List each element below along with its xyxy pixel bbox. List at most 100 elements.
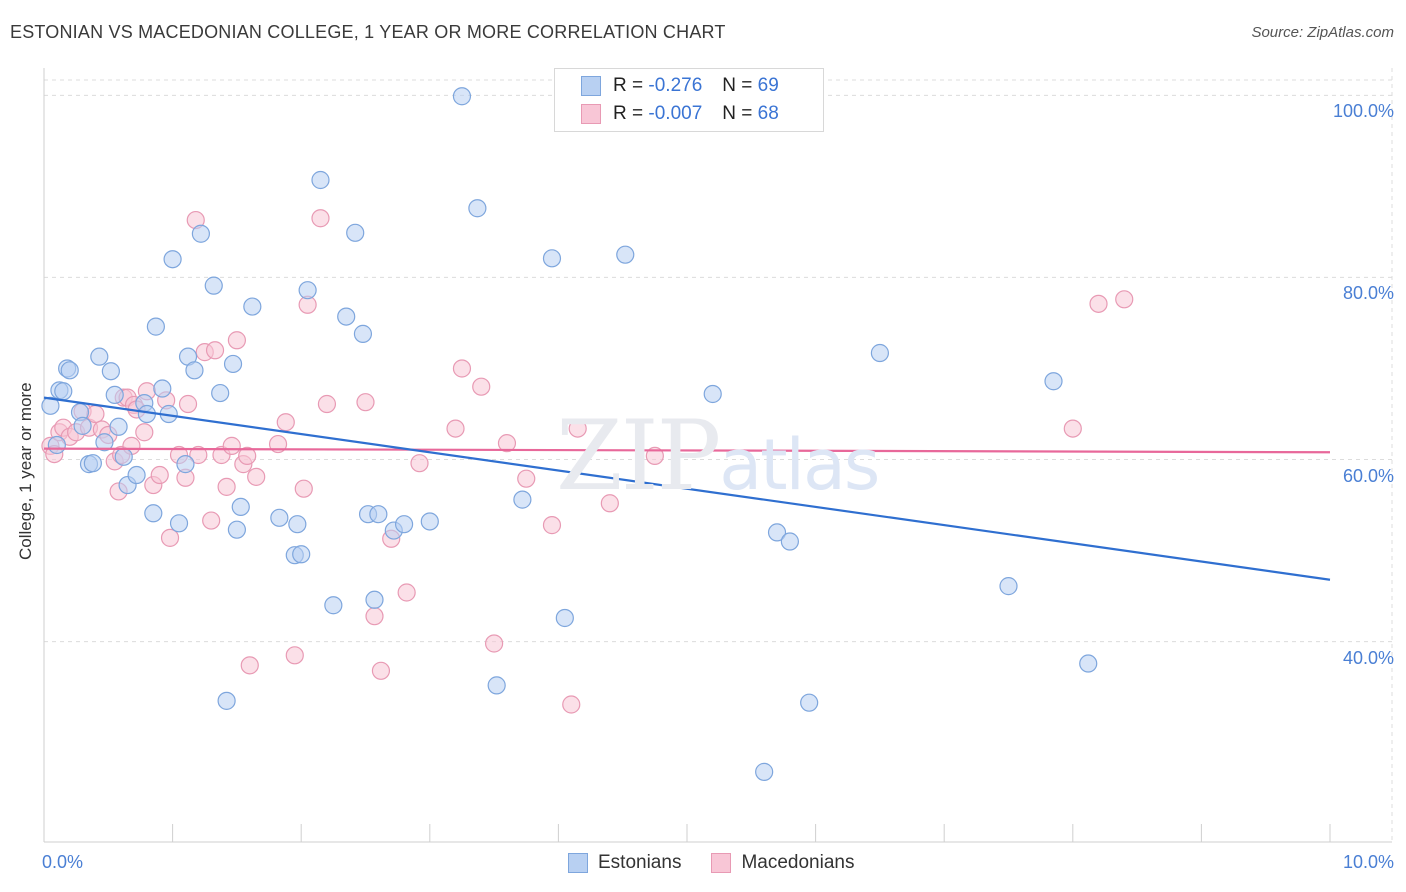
estonians-point-56: [513, 490, 532, 509]
estonians-point-37: [270, 508, 289, 527]
legend-n-label: N =: [722, 75, 753, 96]
estonians-point-46: [353, 324, 373, 343]
macedonians-point-22: [150, 465, 169, 485]
legend-r-label: R =: [613, 75, 644, 96]
y-axis-label: College, 1 year or more: [16, 382, 35, 560]
watermark: ZIPatlas: [556, 400, 880, 512]
estonians-point-33: [223, 354, 243, 374]
estonians-point-22: [153, 379, 172, 398]
estonians-point-29: [191, 224, 210, 243]
estonians-point-43: [324, 596, 343, 615]
x-tick-label-1: 10.0%: [1342, 852, 1394, 872]
estonians-point-65: [870, 343, 890, 363]
macedonians-point-60: [542, 516, 562, 535]
estonians-point-14: [109, 417, 128, 436]
estonians-point-21: [146, 317, 165, 336]
y-axis-label-wrap: College, 1 year or more: [16, 382, 36, 760]
macedonians-point-27: [178, 394, 198, 414]
series-legend-estonians[interactable]: Estonians: [568, 852, 681, 874]
macedonians-point-42: [276, 413, 295, 432]
macedonians-trend-line: [43, 447, 1331, 454]
series-label-estonians: Estonians: [598, 852, 682, 873]
macedonians-point-58: [497, 434, 517, 453]
estonians-point-32: [217, 691, 236, 710]
estonians-points: [41, 87, 1098, 781]
watermark-atlas: atlas: [719, 424, 880, 506]
macedonians-point-63: [600, 494, 619, 513]
y-tick-label-3: 100.0%: [1332, 101, 1394, 122]
estonians-point-66: [999, 577, 1018, 596]
series-swatch-blue: [568, 853, 588, 873]
estonians-point-28: [185, 361, 204, 380]
estonians-point-24: [163, 250, 182, 269]
macedonians-point-62: [568, 419, 587, 438]
macedonians-point-35: [222, 436, 241, 455]
estonians-point-12: [101, 362, 120, 381]
estonians-point-51: [394, 515, 414, 534]
estonians-point-54: [468, 199, 487, 218]
macedonians-point-59: [517, 469, 536, 488]
estonians-point-20: [144, 504, 163, 523]
axes: [43, 68, 1392, 843]
chart-title: ESTONIAN VS MACEDONIAN COLLEGE, 1 YEAR O…: [10, 22, 726, 42]
estonians-point-0: [41, 396, 60, 415]
macedonians-point-24: [160, 528, 180, 547]
estonians-point-61: [755, 762, 774, 781]
estonians-point-44: [337, 307, 356, 326]
y-tick-label-0: 40.0%: [1342, 647, 1394, 668]
macedonians-point-40: [247, 467, 266, 486]
estonians-point-64: [800, 693, 819, 712]
series-legend-macedonians[interactable]: Macedonians: [711, 852, 854, 874]
estonians-point-13: [105, 385, 124, 405]
macedonians-point-49: [365, 607, 384, 626]
legend-row-estonians: R = -0.276 N = 69: [581, 74, 779, 98]
estonians-point-59: [616, 245, 635, 264]
estonians-point-45: [346, 223, 365, 242]
legend-r-label: R =: [613, 103, 644, 124]
legend-row-macedonians: R = -0.007 N = 68: [581, 102, 779, 126]
estonians-point-60: [703, 384, 722, 404]
estonians-point-9: [83, 454, 102, 473]
estonians-point-68: [1079, 654, 1098, 673]
estonians-trend-line: [43, 396, 1331, 581]
y-tick-label-2: 80.0%: [1342, 283, 1394, 304]
series-legend: Estonians Macedonians: [568, 852, 884, 874]
estonians-point-25: [169, 514, 189, 533]
series-swatch-pink: [711, 853, 732, 873]
macedonians-point-57: [485, 634, 504, 653]
legend-r-value: -0.007: [648, 103, 703, 124]
estonians-point-1: [47, 435, 66, 455]
macedonians-point-67: [1115, 290, 1134, 309]
estonians-point-31: [211, 383, 230, 403]
estonians-point-30: [204, 276, 223, 295]
estonians-point-49: [369, 505, 388, 524]
macedonians-point-48: [356, 393, 375, 412]
estonians-point-55: [487, 676, 506, 695]
macedonians-point-56: [472, 377, 491, 396]
estonians-point-7: [73, 416, 92, 435]
macedonians-point-61: [562, 695, 581, 714]
macedonians-point-55: [452, 359, 472, 378]
macedonians-point-36: [227, 331, 246, 350]
macedonians-point-46: [311, 209, 330, 228]
macedonians-point-52: [397, 583, 416, 602]
estonians-point-52: [420, 512, 439, 531]
estonians-point-41: [298, 281, 317, 300]
estonians-point-58: [555, 608, 574, 628]
chart-source: Source: ZipAtlas.com: [1251, 24, 1394, 41]
macedonians-point-39: [240, 656, 259, 675]
macedonians-point-65: [1063, 419, 1082, 438]
macedonians-point-54: [446, 419, 465, 438]
macedonians-point-50: [371, 661, 391, 680]
legend-n-value: 69: [757, 75, 779, 96]
estonians-point-63: [780, 532, 799, 551]
macedonians-point-19: [135, 423, 154, 442]
legend-n-label: N =: [722, 103, 753, 124]
estonians-point-53: [452, 87, 472, 106]
y-tick-label-1: 60.0%: [1342, 465, 1394, 486]
legend-swatch-pink: [581, 104, 601, 124]
estonians-point-3: [54, 382, 73, 401]
x-tick-label-0: 0.0%: [42, 852, 84, 872]
legend-n-value: 68: [757, 103, 779, 124]
